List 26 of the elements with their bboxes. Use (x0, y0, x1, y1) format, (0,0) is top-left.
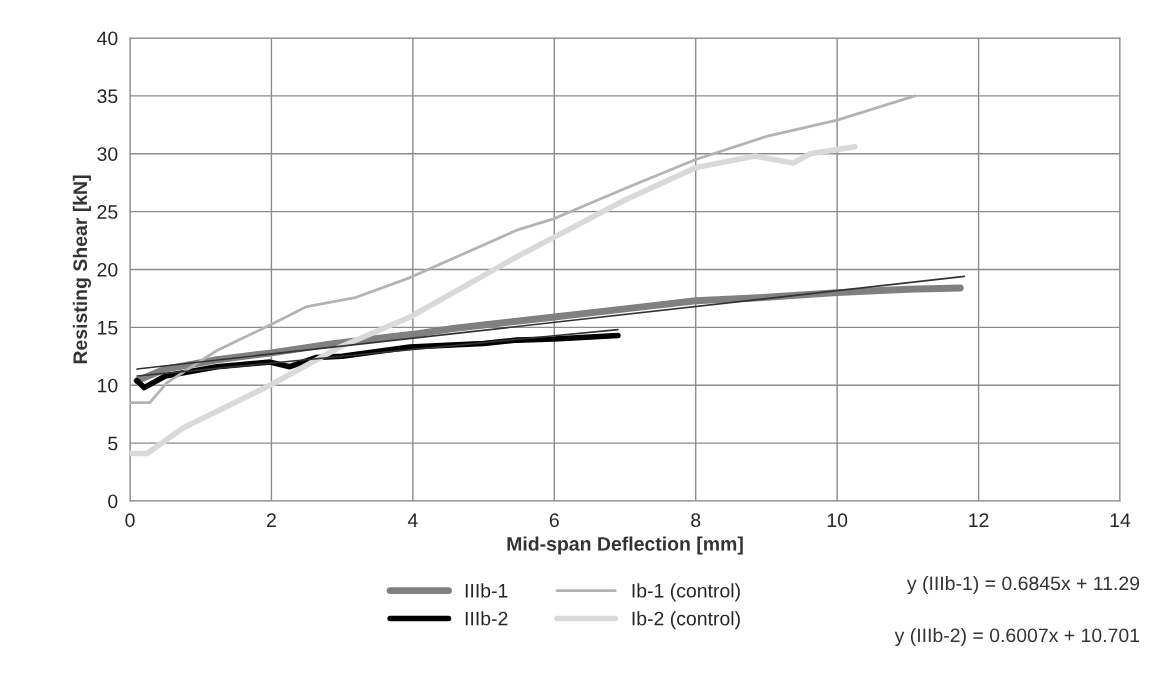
legend-label: Ib-2 (control) (632, 611, 740, 630)
x-tick-label: 0 (125, 513, 135, 528)
x-tick-label: 14 (1110, 513, 1131, 527)
x-tick-label: 2 (267, 513, 276, 527)
y-tick-label: 35 (97, 89, 118, 104)
x-tick-label: 6 (549, 513, 559, 528)
y-axis-title: Resisting Shear [kN] (72, 175, 92, 364)
legend-label: IIIb-2 (465, 611, 508, 626)
x-tick-label: 4 (407, 513, 418, 527)
y-tick-label: 15 (98, 321, 118, 335)
y-tick-label: 0 (108, 494, 118, 509)
y-tick-label: 10 (98, 378, 118, 393)
y-tick-label: 40 (97, 31, 118, 46)
text: y (IIIb-1) = 0.6845x + 11.29 (906, 575, 1140, 595)
x-tick-label: 8 (691, 513, 701, 528)
legend-label: Ib-1 (control) (632, 583, 740, 602)
y-tick-label: 5 (108, 436, 118, 451)
x-axis-title: Mid-span Deflection [mm] (507, 536, 743, 555)
y-tick-label: 20 (97, 262, 118, 277)
text: y (IIIb-2) = 0.6007x + 10.701 (894, 627, 1140, 647)
y-tick-label: 25 (97, 205, 118, 219)
line-series (130, 94, 917, 404)
y-tick-label: 30 (97, 147, 118, 161)
x-tick-label: 12 (969, 513, 989, 527)
legend-label: IIIb-1 (465, 583, 508, 598)
x-tick-label: 10 (827, 513, 848, 528)
